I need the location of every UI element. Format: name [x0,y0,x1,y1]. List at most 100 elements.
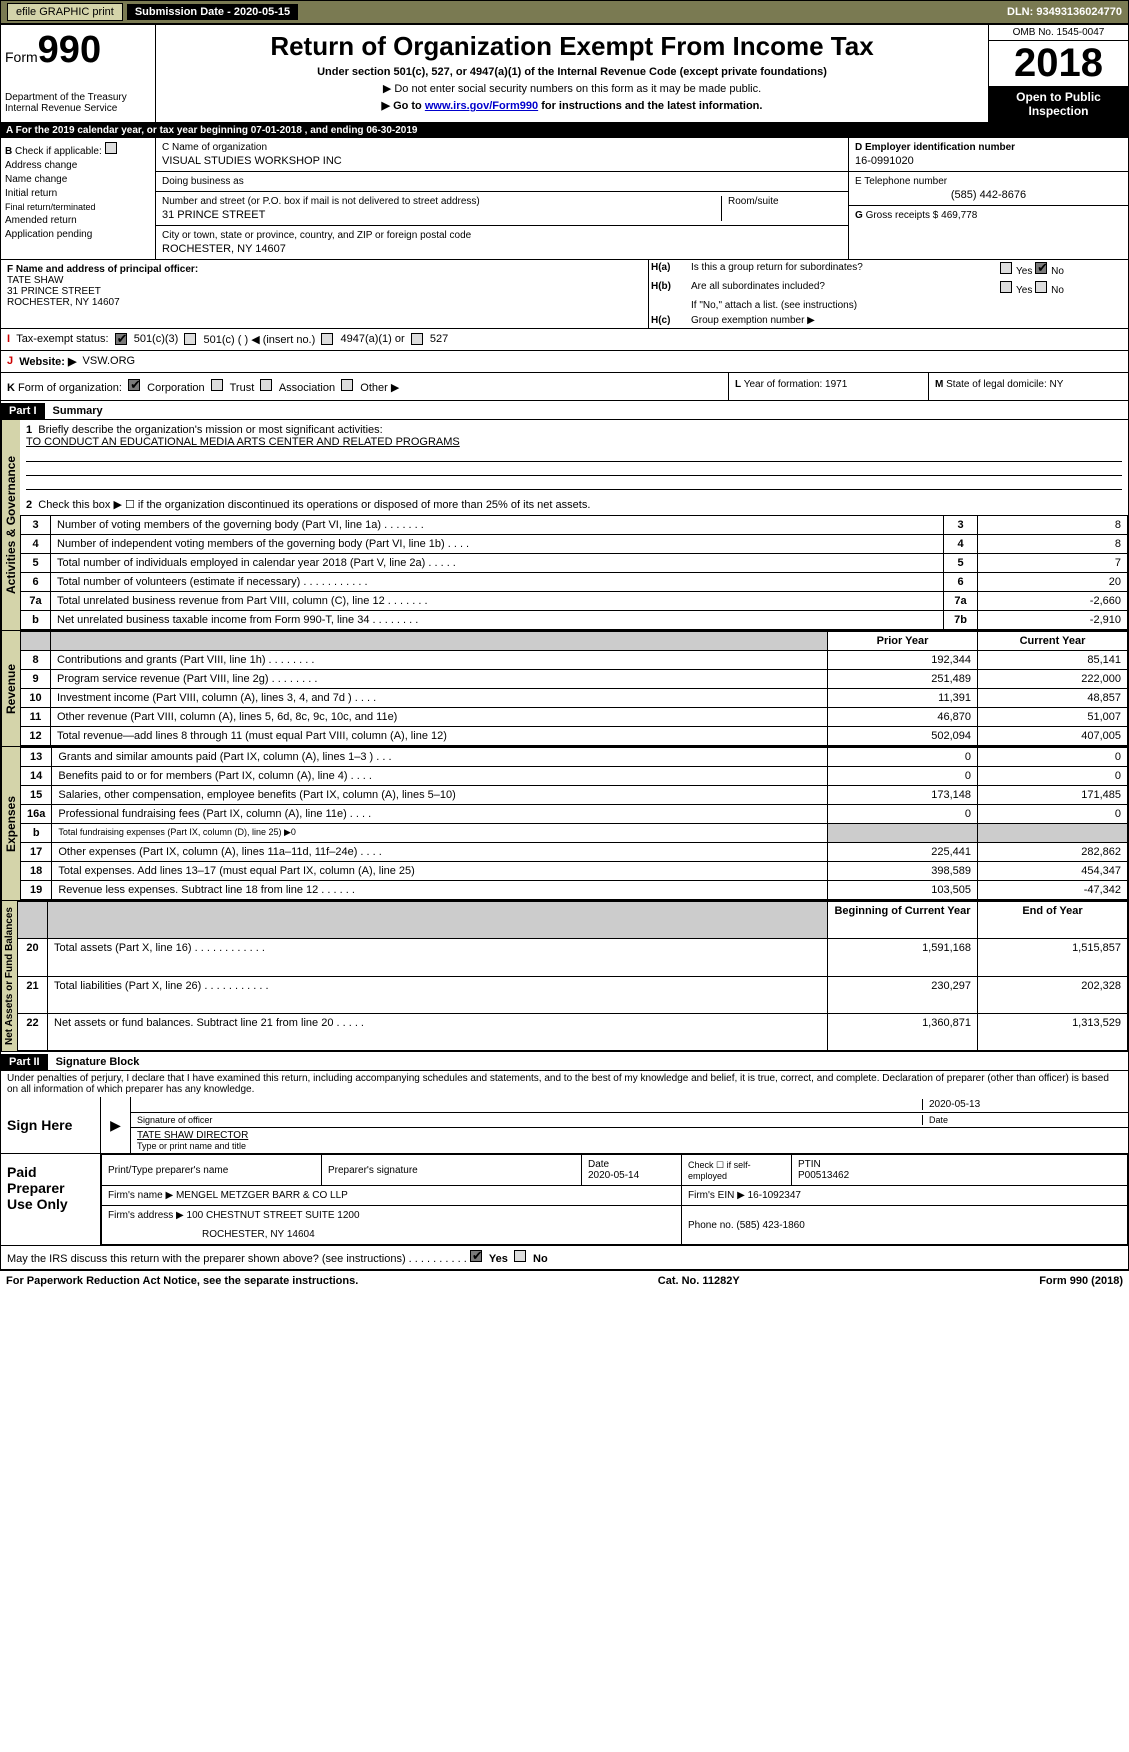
row-num: 4 [21,535,51,554]
part1-hdr: Part ISummary [0,401,1129,420]
line1-text: Briefly describe the organization's miss… [38,424,382,436]
chk-initial[interactable]: Initial return [5,188,151,199]
chk-assoc[interactable] [260,379,272,391]
chk-pending[interactable]: Application pending [5,229,151,240]
form-number: Form990 [5,29,151,72]
row-num: 6 [21,573,51,592]
ha-yesno[interactable]: Yes No [998,260,1128,279]
row-num: 5 [21,554,51,573]
street-cell: Number and street (or P.O. box if mail i… [156,192,848,226]
row-num: 13 [21,748,52,767]
gross-cell: G Gross receipts $ 469,778 [849,206,1128,225]
row-col: 7a [944,592,978,611]
sig-officer-field[interactable] [137,1099,922,1110]
sign-label: Sign Here [1,1097,101,1153]
row-prior: 192,344 [828,651,978,670]
self-emp[interactable]: Check ☐ if self-employed [688,1160,785,1181]
row-col: 3 [944,516,978,535]
prep-date-label: Date [588,1159,675,1170]
section-klm: K Form of organization: Corporation Trus… [0,373,1129,401]
chk-final[interactable]: Final return/terminated [5,202,151,212]
hb-yesno[interactable]: Yes No [998,279,1128,298]
row-prior: 173,148 [828,786,978,805]
net-section: Net Assets or Fund Balances Beginning of… [0,901,1129,1052]
city-cell: City or town, state or province, country… [156,226,848,259]
paid-label: Paid Preparer Use Only [1,1154,101,1245]
org-name-cell: C Name of organization VISUAL STUDIES WO… [156,138,848,172]
chk-name[interactable]: Name change [5,174,151,185]
section-m: M State of legal domicile: NY [928,373,1128,400]
section-i: I Tax-exempt status: 501(c)(3) 501(c) ( … [0,329,1129,351]
rev-table: Prior Year Current Year8 Contributions a… [20,631,1128,746]
row-desc: Salaries, other compensation, employee b… [52,786,828,805]
addr1: 100 CHESTNUT STREET SUITE 1200 [187,1210,360,1221]
row-num: b [21,611,51,630]
hc-label: H(c) [649,313,689,328]
row-val: 8 [978,535,1128,554]
row-beg: 1,360,871 [828,1013,978,1050]
chk-501c3[interactable] [115,333,127,345]
row-desc: Total revenue—add lines 8 through 11 (mu… [51,727,828,746]
discuss-no[interactable] [514,1250,526,1262]
row-current: 0 [978,767,1128,786]
phone-cell: E Telephone number (585) 442-8676 [849,172,1128,206]
chk-other[interactable] [341,379,353,391]
row-num: 15 [21,786,52,805]
prior-hdr: Prior Year [828,632,978,651]
website[interactable]: VSW.ORG [83,355,136,368]
chk-amended[interactable]: Amended return [5,215,151,226]
row-current [978,824,1128,843]
row-desc: Investment income (Part VIII, column (A)… [51,689,828,708]
chk-address[interactable]: Address change [5,160,151,171]
chk-527[interactable] [411,333,423,345]
form-title: Return of Organization Exempt From Incom… [162,31,982,62]
chk-501c[interactable] [184,333,196,345]
row-num: 16a [21,805,52,824]
row-desc: Program service revenue (Part VIII, line… [51,670,828,689]
vert-net: Net Assets or Fund Balances [1,901,17,1051]
row-desc: Revenue less expenses. Subtract line 18 … [52,881,828,900]
discuss-row: May the IRS discuss this return with the… [1,1246,1128,1269]
header-sub3: ▶ Go to www.irs.gov/Form990 for instruct… [162,99,982,112]
omb: OMB No. 1545-0047 [989,25,1128,41]
row-prior: 225,441 [828,843,978,862]
row-num: 18 [21,862,52,881]
efile-btn[interactable]: efile GRAPHIC print [7,3,123,21]
chk-trust[interactable] [211,379,223,391]
chk-corp[interactable] [128,379,140,391]
officer-street: 31 PRINCE STREET [7,286,642,297]
sign-here: Sign Here ▶ 2020-05-13 Signature of offi… [0,1097,1129,1270]
row-num: 19 [21,881,52,900]
header-sub1: Under section 501(c), 527, or 4947(a)(1)… [162,66,982,78]
row-col: 7b [944,611,978,630]
hc-text: Group exemption number ▶ [689,313,1128,328]
chk-4947[interactable] [321,333,333,345]
arrow-icon: ▶ [110,1117,121,1134]
row-col: 4 [944,535,978,554]
firm-label: Firm's name ▶ [108,1190,173,1201]
row-desc: Other expenses (Part IX, column (A), lin… [52,843,828,862]
row-val: 7 [978,554,1128,573]
row-col: 5 [944,554,978,573]
row-desc: Total number of volunteers (estimate if … [51,573,944,592]
ein-label: Firm's EIN ▶ [688,1190,745,1201]
irs-link[interactable]: www.irs.gov/Form990 [425,100,538,112]
hb-note: If "No," attach a list. (see instruction… [689,298,1128,313]
row-num: 22 [18,1013,48,1050]
ptin-label: PTIN [798,1159,1121,1170]
row-desc: Total unrelated business revenue from Pa… [51,592,944,611]
net-table: Beginning of Current Year End of Year20 … [17,901,1128,1051]
row-desc: Number of voting members of the governin… [51,516,944,535]
row-desc: Total number of individuals employed in … [51,554,944,573]
part1-body: Activities & Governance 1 Briefly descri… [0,420,1129,631]
dept: Department of the Treasury Internal Reve… [5,92,151,114]
row-prior: 11,391 [828,689,978,708]
row-current: 454,347 [978,862,1128,881]
officer-name: TATE SHAW [7,275,642,286]
row-end: 1,313,529 [978,1013,1128,1050]
row-current: 222,000 [978,670,1128,689]
discuss-yes[interactable] [470,1250,482,1262]
row-num: 10 [21,689,51,708]
dln: DLN: 93493136024770 [1007,6,1122,18]
row-desc: Number of independent voting members of … [51,535,944,554]
